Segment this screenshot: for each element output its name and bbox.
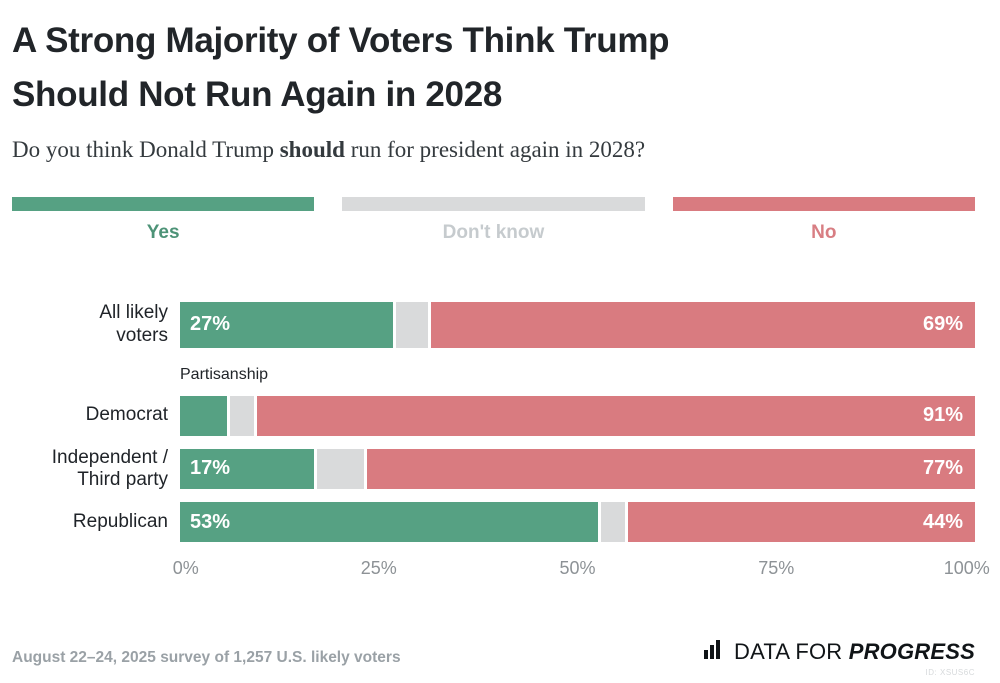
bar-segment-no: 69%: [430, 301, 975, 348]
stacked-bar: 53% 44%: [180, 502, 975, 543]
chart-rows: All likely voters 27% 69% Partisanship Democr…: [12, 301, 975, 543]
logo-text-regular: DATA FOR: [734, 638, 849, 664]
stacked-bar: 91%: [180, 395, 975, 436]
legend-label-dont-know: Don't know: [442, 221, 545, 243]
legend-swatch-yes: [12, 196, 315, 211]
x-axis: 0% 25% 50% 75% 100%: [173, 558, 990, 582]
chart-row: Democrat 91%: [12, 395, 975, 436]
page-title: A Strong Majority of Voters Think Trump …: [12, 14, 975, 123]
data-for-progress-logo: DATA FOR PROGRESS: [702, 637, 975, 666]
logo-block: DATA FOR PROGRESS ID: XSUS6C: [702, 637, 975, 677]
question-prefix: Do you think Donald Trump: [12, 136, 280, 162]
bar-segment-yes: [180, 395, 228, 436]
row-label: Republican: [72, 511, 168, 533]
question-suffix: run for president again in 2028?: [344, 136, 646, 162]
logo-text: DATA FOR PROGRESS: [734, 639, 975, 665]
row-label: All likely voters: [99, 302, 168, 346]
bar-value-label: 91%: [922, 404, 963, 426]
legend-label-yes: Yes: [146, 221, 180, 243]
legend-item-dont-know: Don't know: [342, 196, 645, 244]
bar-value-label: 17%: [190, 457, 231, 480]
footer: August 22–24, 2025 survey of 1,257 U.S. …: [12, 637, 975, 678]
survey-question: Do you think Donald Trump should run for…: [12, 137, 975, 163]
stacked-bar: 17% 77%: [180, 448, 975, 489]
chart-row: Independent / Third party 17% 77%: [12, 447, 975, 492]
bar-segment-dont-know: [601, 502, 625, 543]
legend-swatch-no: [672, 196, 975, 211]
bar-segment-no: 44%: [627, 502, 975, 543]
question-emphasis: should: [279, 136, 345, 162]
bar-segment-dont-know: [396, 301, 428, 348]
row-label: Independent / Third party: [51, 446, 168, 490]
legend-item-yes: Yes: [12, 196, 315, 244]
chart-row: Republican 53% 44%: [12, 502, 975, 543]
bar-segment-no: 77%: [367, 448, 975, 489]
bar-value-label: 77%: [922, 457, 963, 480]
stacked-bar: 27% 69%: [180, 301, 975, 348]
bar-segment-dont-know: [230, 395, 255, 436]
legend: Yes Don't know No: [12, 196, 975, 244]
logo-text-bold: PROGRESS: [848, 638, 975, 664]
row-label: Democrat: [85, 404, 168, 426]
bar-value-label: 53%: [190, 510, 231, 533]
title-line-1: A Strong Majority of Voters Think Trump: [12, 21, 670, 60]
legend-label-no: No: [811, 221, 837, 243]
title-line-2: Should Not Run Again in 2028: [12, 75, 503, 115]
stacked-bar-chart: All likely voters 27% 69% Partisanship Democr…: [12, 301, 990, 583]
bar-segment-no: 91%: [257, 395, 975, 436]
chart-row: All likely voters 27% 69%: [12, 301, 975, 348]
x-axis-tick: 75%: [758, 558, 795, 579]
section-label: Partisanship: [180, 365, 269, 383]
bar-segment-dont-know: [317, 448, 365, 489]
x-axis-tick: 50%: [559, 558, 596, 579]
bar-value-label: 69%: [922, 313, 963, 335]
chart-id: ID: XSUS6C: [925, 668, 975, 677]
source-note: August 22–24, 2025 survey of 1,257 U.S. …: [12, 649, 401, 666]
legend-swatch-dont-know: [342, 196, 645, 211]
x-axis-tick: 25%: [360, 558, 397, 579]
legend-item-no: No: [672, 196, 975, 244]
bar-segment-yes: 53%: [180, 502, 599, 543]
bar-value-label: 44%: [922, 510, 963, 533]
bar-value-label: 27%: [190, 313, 231, 335]
bar-chart-icon: [702, 637, 726, 666]
x-axis-tick: 0%: [172, 558, 199, 579]
bar-segment-yes: 17%: [180, 448, 315, 489]
bar-segment-yes: 27%: [180, 301, 394, 348]
x-axis-tick: 100%: [943, 558, 990, 579]
